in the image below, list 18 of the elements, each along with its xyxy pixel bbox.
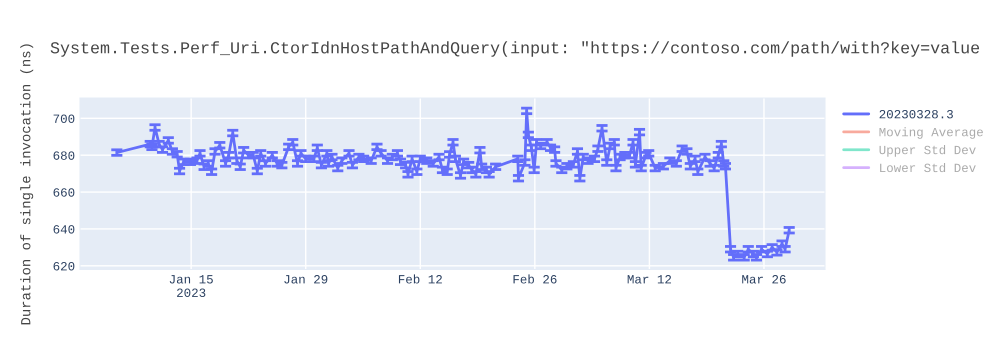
legend-label: Moving Average	[879, 127, 983, 139]
y-tick-label: 700	[54, 114, 74, 123]
y-tick-label: 660	[54, 188, 74, 197]
legend-label: 20230328.3	[880, 110, 953, 118]
x-tick-label: Feb 12	[398, 274, 442, 284]
y-tick-label: 620	[54, 262, 74, 270]
y-tick-label: 680	[54, 151, 74, 160]
x-tick-label: Jan 29	[284, 275, 328, 284]
x-tick-label: Feb 26	[514, 274, 557, 284]
x-tick-label: Mar 12	[628, 275, 672, 284]
chart-title: System.Tests.Perf_Uri.CtorIdnHostPathAndQuery(input: "https://contoso.com/path/with?key=value	[50, 41, 980, 57]
line-series	[115, 110, 791, 259]
y-tick-label: 640	[54, 225, 74, 234]
x-tick-label: Mar 26	[742, 275, 786, 284]
x-tick-label: Jan 15 2023	[170, 275, 213, 298]
legend-label: Upper Std Dev	[880, 145, 976, 157]
legend-label: Lower Std Dev	[880, 162, 976, 172]
y-axis-title: Duration of single invocation (ns)	[20, 44, 34, 324]
